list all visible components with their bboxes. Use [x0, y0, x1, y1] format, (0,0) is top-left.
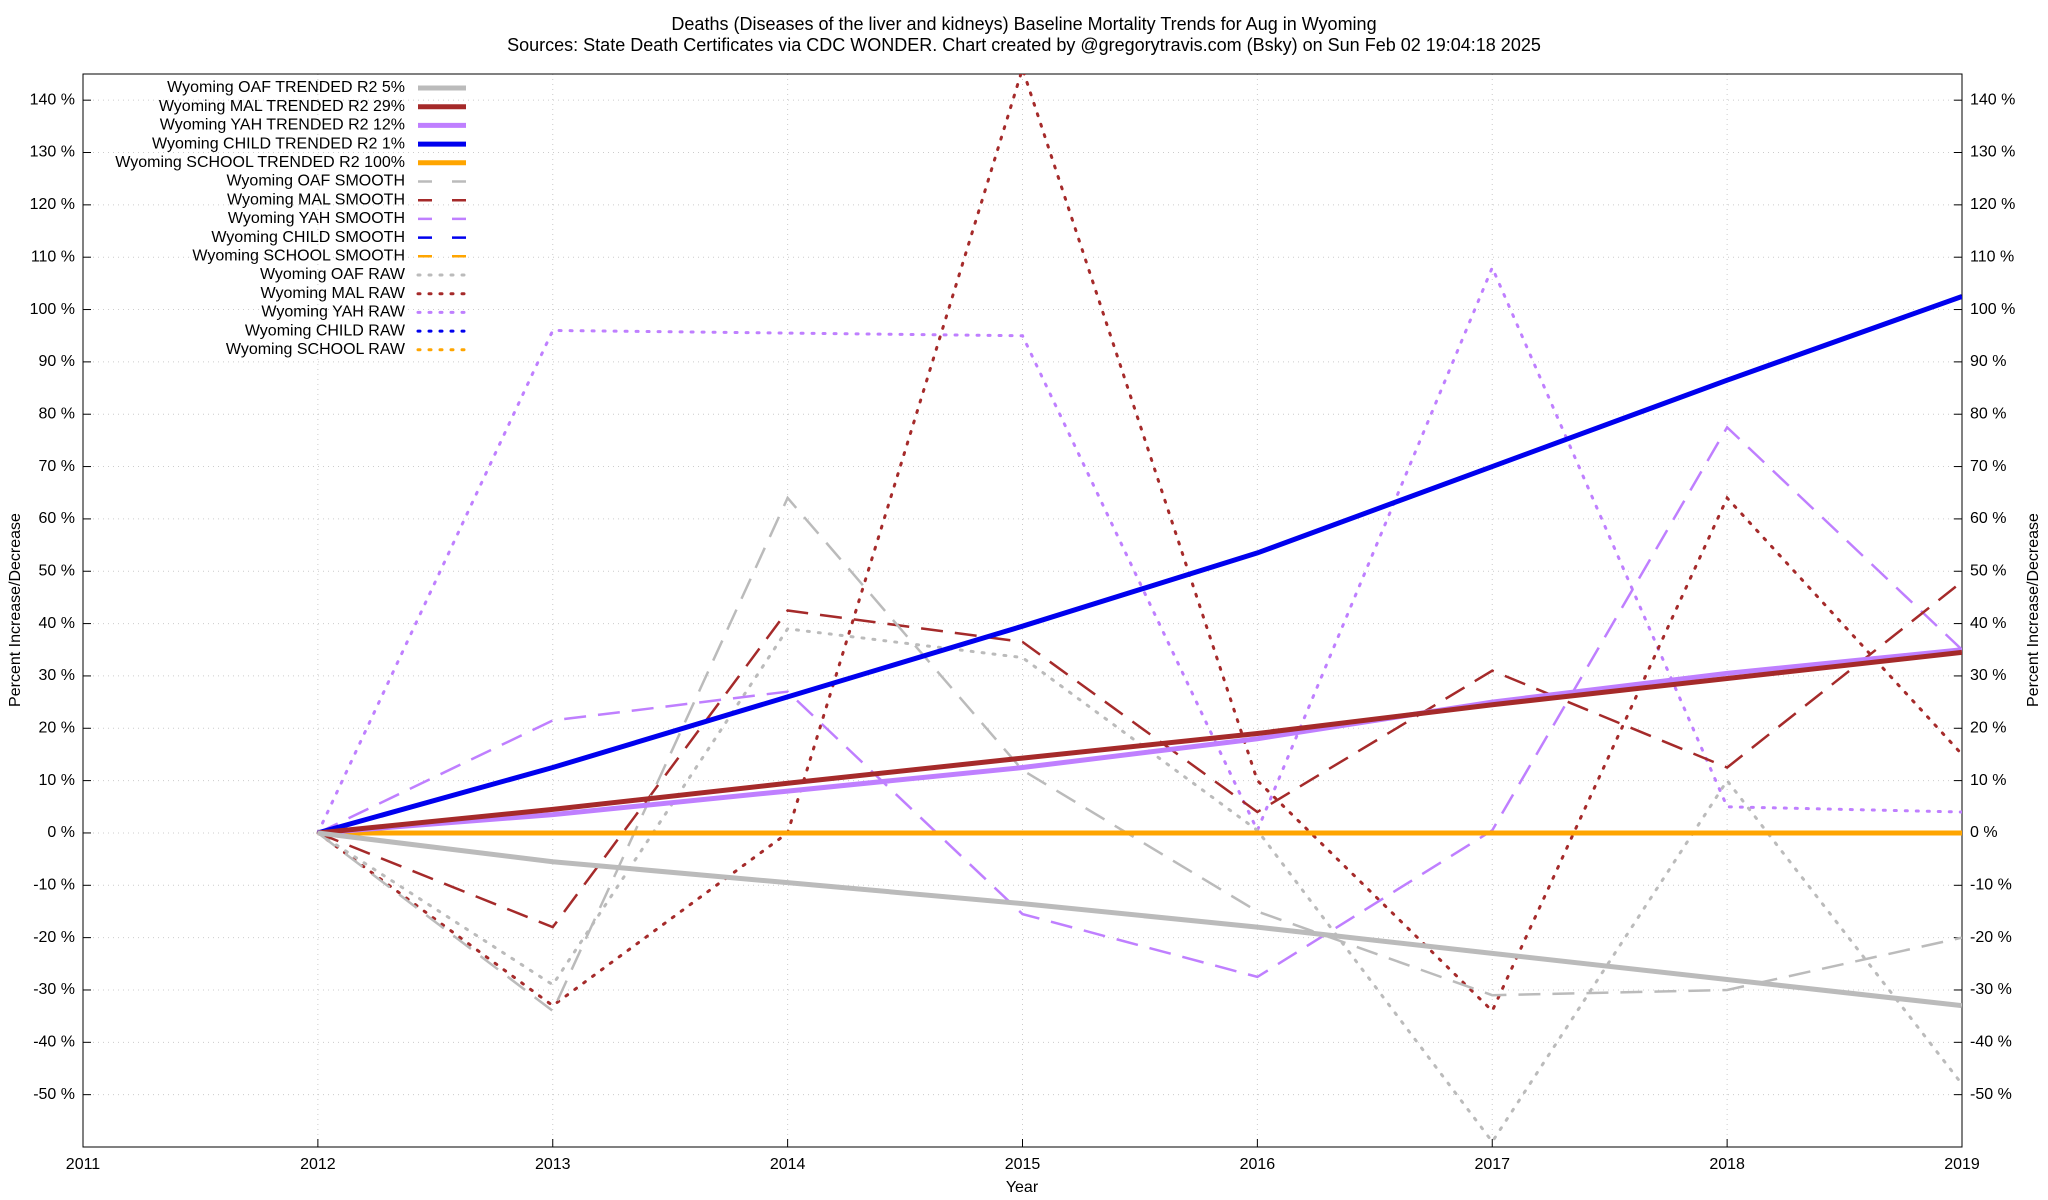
legend-label: Wyoming SCHOOL RAW: [226, 341, 406, 358]
y-tick-label: 30 %: [39, 667, 75, 684]
x-tick-label: 2012: [300, 1156, 336, 1173]
x-tick-label: 2014: [770, 1156, 806, 1173]
plot-frame: [82, 73, 1963, 1148]
y2-tick-label: -30 %: [1970, 981, 2012, 998]
y-tick-label: 90 %: [39, 353, 75, 370]
legend-label: Wyoming YAH RAW: [261, 304, 405, 321]
y2-tick-label: 60 %: [1970, 510, 2006, 527]
y-tick-label: 80 %: [39, 405, 75, 422]
y2-tick-label: 90 %: [1970, 353, 2006, 370]
y2-tick-label: -50 %: [1970, 1086, 2012, 1103]
y2-tick-label: 110 %: [1970, 248, 2014, 265]
y-tick-label: -20 %: [33, 929, 75, 946]
series-line: [317, 495, 1962, 1013]
y-tick-label: 70 %: [39, 458, 75, 475]
y-tick-label: 10 %: [39, 772, 75, 789]
y2-tick-label: -10 %: [1970, 877, 2012, 894]
y-tick-label: 100 %: [30, 301, 75, 318]
y2-tick-label: 30 %: [1970, 667, 2006, 684]
legend-label: Wyoming SCHOOL TRENDED R2 100%: [115, 154, 405, 171]
y-tick-label: 120 %: [30, 196, 75, 213]
y2-tick-label: 0 %: [1970, 824, 1998, 841]
x-tick-label: 2013: [535, 1156, 571, 1173]
y2-tick-label: -40 %: [1970, 1034, 2012, 1051]
legend-label: Wyoming CHILD SMOOTH: [211, 229, 405, 246]
legend-label: Wyoming OAF SMOOTH: [226, 173, 405, 190]
y2-tick-label: -20 %: [1970, 929, 2012, 946]
legend-label: Wyoming CHILD TRENDED R2 1%: [152, 135, 405, 152]
y2-tick-label: 120 %: [1970, 196, 2015, 213]
legend-label: Wyoming YAH TRENDED R2 12%: [160, 117, 405, 134]
series-line: [317, 425, 1962, 979]
y-tick-label: 20 %: [39, 719, 75, 736]
legend-label: Wyoming OAF RAW: [260, 266, 406, 283]
y-tick-label: -10 %: [33, 877, 75, 894]
x-tick-label: 2011: [66, 1156, 101, 1173]
series-line: [317, 647, 1962, 836]
y2-tick-label: 130 %: [1970, 144, 2015, 161]
x-tick-label: 2018: [1709, 1156, 1745, 1173]
series-line: [317, 649, 1962, 836]
chart-title: Deaths (Diseases of the liver and kidney…: [671, 14, 1376, 34]
legend-label: Wyoming SCHOOL SMOOTH: [192, 248, 405, 265]
chart-subtitle: Sources: State Death Certificates via CD…: [507, 35, 1541, 55]
y-tick-label: 0 %: [47, 824, 75, 841]
y2-tick-label: 100 %: [1970, 301, 2015, 318]
legend-label: Wyoming YAH SMOOTH: [228, 210, 405, 227]
y2-tick-label: 140 %: [1970, 91, 2015, 108]
x-axis-label: Year: [1006, 1179, 1039, 1196]
y2-tick-label: 10 %: [1970, 772, 2006, 789]
y-axis-label: Percent Increase/Decrease: [7, 513, 24, 707]
y-tick-label: 110 %: [31, 248, 75, 265]
legend-label: Wyoming OAF TRENDED R2 5%: [167, 79, 405, 96]
legend-label: Wyoming CHILD RAW: [245, 322, 406, 339]
y-tick-label: 140 %: [30, 91, 75, 108]
x-tick-label: 2019: [1944, 1156, 1980, 1173]
series-line: [317, 294, 1962, 836]
y2-tick-label: 40 %: [1970, 615, 2006, 632]
series-line: [317, 830, 1962, 1009]
x-tick-label: 2015: [1005, 1156, 1041, 1173]
y-tick-label: 40 %: [39, 615, 75, 632]
y2-tick-label: 20 %: [1970, 719, 2006, 736]
y2-tick-label: 70 %: [1970, 458, 2006, 475]
y-tick-label: -30 %: [33, 981, 75, 998]
y2-tick-label: 80 %: [1970, 405, 2006, 422]
legend-label: Wyoming MAL TRENDED R2 29%: [159, 98, 405, 115]
legend-label: Wyoming MAL RAW: [261, 285, 406, 302]
y-tick-label: 50 %: [39, 562, 75, 579]
series-line: [316, 74, 1962, 1014]
y-tick-label: -50 %: [33, 1086, 75, 1103]
y-tick-label: 60 %: [39, 510, 75, 527]
legend-label: Wyoming MAL SMOOTH: [227, 191, 405, 208]
series-line: [317, 580, 1962, 929]
y2-axis-label: Percent Increase/Decrease: [2025, 513, 2042, 707]
series-line: [316, 627, 1962, 1145]
x-tick-label: 2016: [1240, 1156, 1276, 1173]
y-tick-label: -40 %: [33, 1034, 75, 1051]
y-tick-label: 130 %: [30, 144, 75, 161]
y2-tick-label: 50 %: [1970, 562, 2006, 579]
x-tick-label: 2017: [1474, 1156, 1510, 1173]
series-line: [316, 263, 1962, 835]
